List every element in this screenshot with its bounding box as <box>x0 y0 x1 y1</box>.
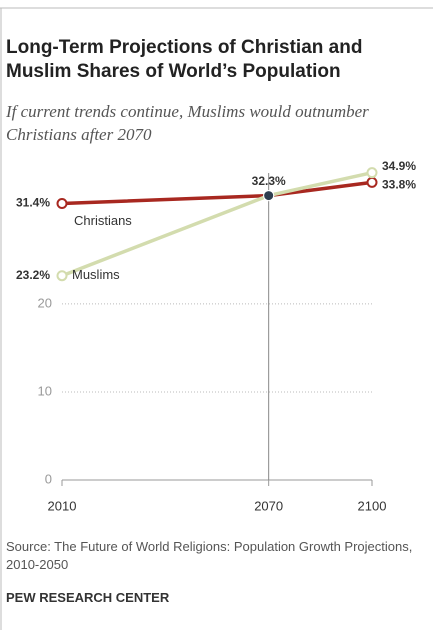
value-label: 33.8% <box>382 178 416 192</box>
series-label: Muslims <box>72 267 120 282</box>
value-label: 31.4% <box>16 196 50 210</box>
y-tick-label: 10 <box>38 383 52 398</box>
point <box>366 167 378 179</box>
value-label: 23.2% <box>16 268 50 282</box>
credit: PEW RESEARCH CENTER <box>6 590 170 605</box>
value-label: 32.3% <box>252 174 286 188</box>
series-label: Christians <box>74 213 132 228</box>
point <box>56 270 68 282</box>
x-tick-label: 2010 <box>48 498 77 513</box>
value-label: 34.9% <box>382 159 416 173</box>
y-tick-label: 0 <box>45 471 52 486</box>
y-tick-label: 20 <box>38 295 52 310</box>
point <box>366 176 378 188</box>
source: Source: The Future of World Religions: P… <box>6 539 413 572</box>
point <box>56 198 68 210</box>
x-tick-label: 2070 <box>254 498 283 513</box>
point <box>263 190 275 202</box>
chart-title: Long-Term Projections of Christian and M… <box>6 37 363 82</box>
chart-subtitle: If current trends continue, Muslims woul… <box>6 102 369 144</box>
x-tick-label: 2100 <box>358 498 387 513</box>
series-line <box>61 180 373 206</box>
